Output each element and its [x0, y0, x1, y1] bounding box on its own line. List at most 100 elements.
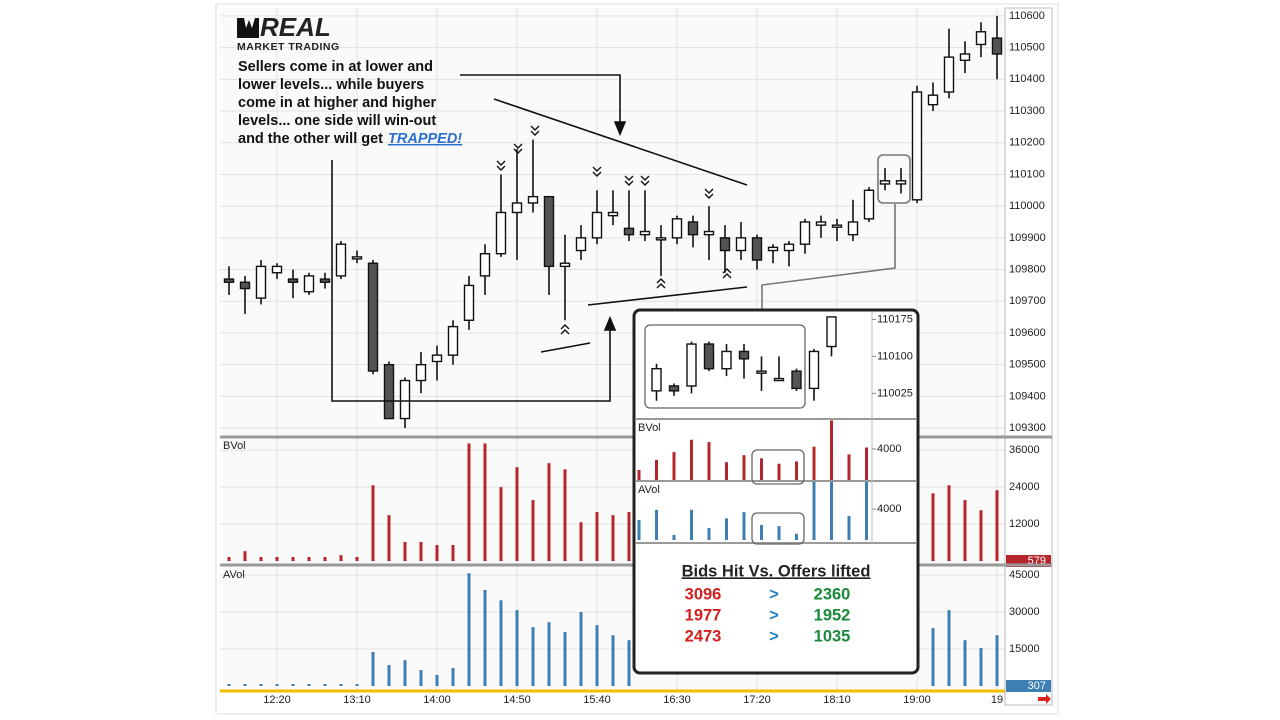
volume-bar — [707, 528, 711, 540]
y-tick-label: 110500 — [1009, 42, 1045, 54]
candle-body — [773, 377, 785, 382]
candle-body — [756, 370, 767, 374]
last-value-box — [1006, 680, 1051, 692]
x-tick-label: 15:40 — [583, 694, 611, 706]
volume-bar — [403, 541, 407, 561]
y-tick-label: 110000 — [1009, 200, 1045, 212]
axis-labels: 12:20 13:10 14:00 14:50 15:40 16:30 17:20 18:10… — [263, 10, 1051, 706]
highlight-box — [751, 512, 805, 545]
candle-body — [591, 211, 603, 239]
candle-body — [527, 195, 539, 204]
inset-tick-label: 110175 — [877, 313, 913, 325]
volume-bar — [547, 463, 551, 561]
candle-body — [271, 265, 283, 274]
candle-body — [255, 265, 267, 299]
candle-body — [303, 275, 315, 293]
inset-marks: 110025 110100 110175 4000 4000 3096 >2360 1977 >… — [637, 313, 913, 645]
chevron — [530, 125, 540, 131]
x-tick-label: 19:00 — [903, 694, 931, 706]
highlight-box — [751, 449, 805, 485]
candle-body — [351, 256, 363, 260]
x-tick-label: 18:10 — [823, 694, 851, 706]
trend-line — [587, 286, 748, 306]
candle-body — [639, 230, 651, 236]
last-value-label: 307 — [1028, 680, 1046, 692]
volume-bar — [847, 516, 851, 540]
drawings — [331, 74, 911, 402]
volume-bar — [563, 469, 567, 561]
y-tick-label: 30000 — [1009, 606, 1040, 618]
y-tick-label: 110300 — [1009, 105, 1045, 117]
volume-bar — [227, 684, 231, 686]
inset-highlights — [644, 324, 806, 545]
note-link: TRAPPED! — [388, 131, 462, 147]
volume-bar — [467, 573, 471, 686]
volume-bar — [777, 526, 781, 540]
volume-bar — [515, 610, 519, 686]
y-tick-label: 109700 — [1009, 295, 1046, 307]
chevron — [704, 188, 714, 194]
volume-bar — [435, 674, 439, 686]
marks — [223, 15, 1003, 686]
candle-body — [687, 221, 699, 236]
arrow-line — [460, 74, 621, 128]
table-cell: > — [769, 606, 779, 624]
volume-bar — [830, 482, 833, 540]
chevron — [640, 180, 650, 186]
volume-bar — [963, 640, 967, 686]
table-cell: 1035 — [814, 627, 851, 645]
x-tick-label: 12:20 — [263, 694, 291, 706]
table-cell: 1977 — [685, 606, 722, 624]
candle-body — [511, 202, 523, 214]
volume-bar — [259, 684, 263, 686]
chevron — [656, 283, 666, 289]
candle-body — [623, 227, 635, 236]
table-cell: 1952 — [814, 606, 851, 624]
volume-bar — [355, 684, 359, 686]
logo-brand: REAL — [260, 12, 331, 42]
volume-bar — [707, 442, 711, 480]
volume-bar — [795, 461, 798, 480]
panel-title: AVol — [223, 569, 245, 581]
volume-bar — [483, 589, 487, 686]
volume-bar — [563, 632, 567, 686]
candle-body — [671, 218, 683, 239]
arrow-line — [331, 160, 611, 402]
volume-bar — [742, 512, 746, 540]
candle-body — [719, 237, 731, 252]
candle-body — [447, 325, 459, 356]
volume-bar — [690, 439, 693, 480]
candle-body — [927, 94, 939, 106]
candle-body — [335, 243, 347, 277]
volume-bar — [963, 500, 967, 561]
candle-body — [735, 237, 747, 252]
chevron — [513, 143, 523, 149]
volume-bar — [595, 625, 599, 686]
volume-bar — [627, 512, 631, 561]
table-cell: 3096 — [685, 585, 722, 603]
volume-bar — [931, 628, 935, 686]
volume-bar — [275, 557, 279, 561]
candle-body — [703, 230, 715, 236]
candle-body — [686, 343, 697, 387]
inset-panel-title: BVol — [638, 422, 661, 434]
x-tick-label: 13:10 — [343, 694, 371, 706]
chevron — [624, 180, 634, 186]
candle-body — [943, 56, 955, 93]
candle-body — [703, 343, 715, 370]
candle-body — [847, 221, 859, 236]
volume-bar — [637, 519, 641, 540]
volume-bar — [339, 684, 343, 686]
y-tick-label: 109500 — [1009, 359, 1046, 371]
candle-body — [383, 363, 395, 420]
volume-bar — [355, 557, 359, 561]
volume-bar — [579, 522, 583, 561]
chevron — [722, 273, 732, 279]
volume-bar — [690, 509, 693, 540]
volume-bar — [499, 487, 503, 561]
note-line: levels... one side will win-out — [238, 113, 436, 129]
table-header: Bids Hit Vs. Offers lifted — [682, 562, 871, 580]
y-tick-label: 109400 — [1009, 390, 1046, 402]
y-tick-label: 109900 — [1009, 232, 1046, 244]
